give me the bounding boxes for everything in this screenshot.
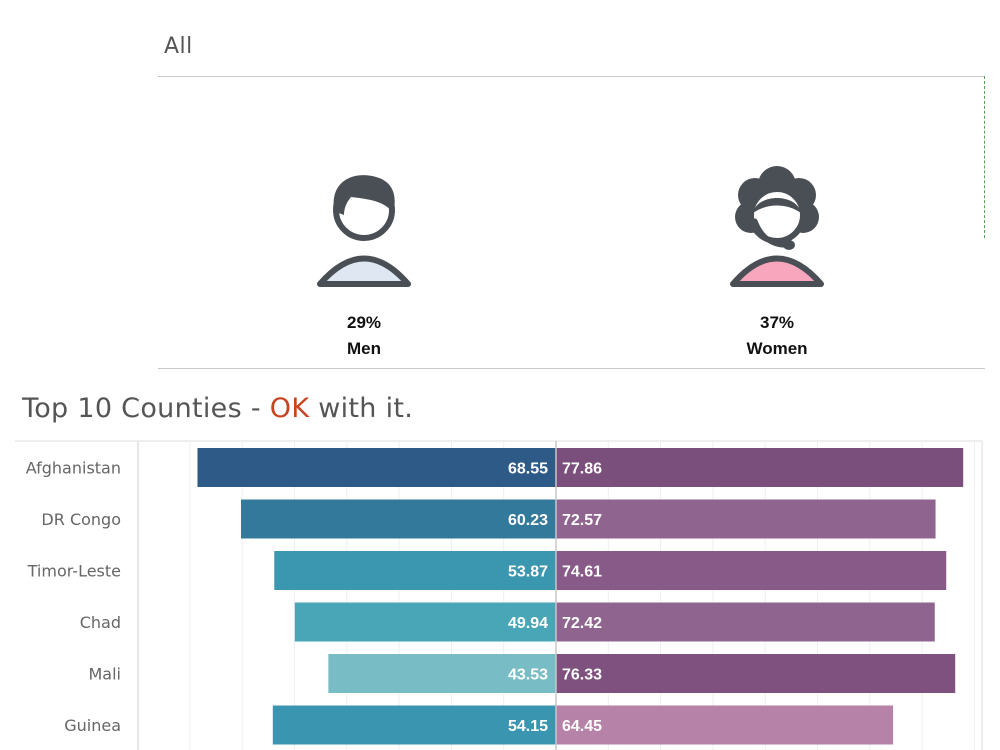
category-label: DR Congo	[41, 510, 121, 529]
right-bar-value: 77.86	[562, 461, 602, 478]
right-bar-value: 74.61	[562, 564, 602, 581]
right-bar-value: 72.42	[562, 615, 602, 632]
left-bar-value: 54.15	[508, 718, 548, 735]
men-panel[interactable]: 29% Men	[264, 165, 464, 359]
left-bar-value: 49.94	[508, 615, 548, 632]
category-label: Chad	[80, 613, 121, 632]
left-bar	[328, 654, 556, 693]
men-percent: 29%	[346, 313, 382, 332]
diverging-bar-chart: Afghanistan 68.55 77.86 DR Congo 60.23 72.57 T…	[15, 440, 983, 750]
divider	[158, 368, 985, 369]
women-percent: 37%	[759, 313, 795, 332]
category-label: Guinea	[64, 716, 121, 735]
chart-title: Top 10 Counties - OK with it.	[22, 393, 413, 424]
category-label: Afghanistan	[26, 459, 121, 478]
right-bar	[556, 602, 935, 642]
left-bar	[240, 499, 556, 539]
chart-title-prefix: Top 10 Counties -	[22, 393, 270, 424]
right-bar	[556, 499, 936, 539]
left-bar	[272, 705, 556, 745]
right-bar	[556, 448, 964, 487]
divider	[158, 76, 985, 77]
right-bar-value: 64.45	[562, 718, 602, 735]
right-bar	[556, 654, 956, 693]
right-bar-value: 72.57	[562, 512, 602, 529]
woman-avatar-icon	[730, 166, 824, 287]
left-bar-value: 53.87	[508, 564, 548, 581]
women-label: Women	[746, 339, 808, 358]
right-bar	[556, 551, 947, 590]
left-bar-value: 60.23	[508, 512, 548, 529]
selection-edge	[984, 76, 985, 238]
left-bar-value: 43.53	[508, 667, 548, 684]
chart-title-accent: OK	[269, 393, 310, 424]
right-bar-value: 76.33	[562, 667, 602, 684]
women-panel[interactable]: 37% Women	[677, 165, 877, 359]
man-avatar-icon	[317, 175, 411, 287]
left-bar	[274, 551, 556, 590]
left-bar	[294, 602, 556, 642]
right-bar	[556, 705, 894, 745]
chart-title-suffix: with it.	[309, 393, 414, 424]
left-bar-value: 68.55	[508, 461, 548, 478]
men-label: Men	[347, 339, 381, 358]
left-bar	[197, 448, 556, 487]
category-label: Timor-Leste	[27, 562, 121, 581]
category-label: Mali	[89, 665, 122, 684]
filter-label[interactable]: All	[164, 34, 193, 59]
